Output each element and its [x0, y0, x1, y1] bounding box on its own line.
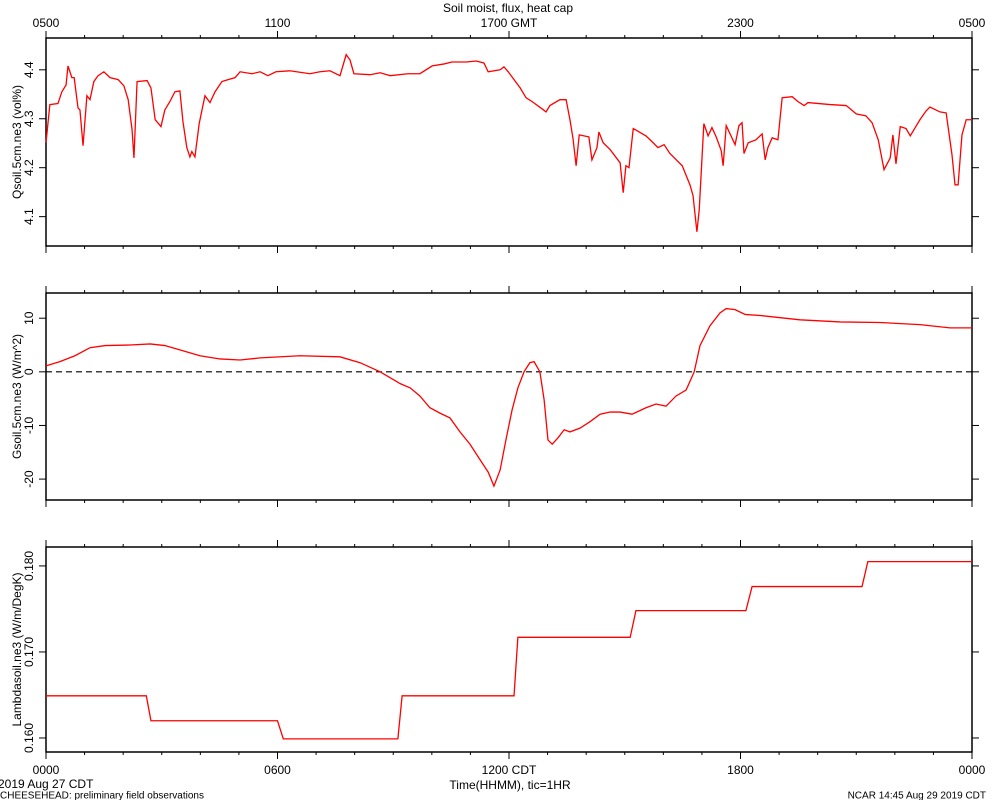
x2-tick-label: 1700 GMT	[481, 16, 538, 30]
y-tick-label: 0.160	[22, 723, 36, 753]
chart-title: Soil moist, flux, heat cap	[443, 1, 573, 15]
data-line	[46, 560, 972, 740]
y-tick-label: 4.4	[22, 61, 36, 78]
y-axis-label: Lambdasoil.ne3 (W/m/DegK)	[10, 572, 24, 726]
x-tick-label: 0000	[959, 763, 986, 777]
date-label: 2019 Aug 27 CDT	[0, 777, 94, 791]
y-tick-label: 0	[22, 368, 36, 375]
plot-frame	[45, 37, 973, 247]
data-line	[45, 53, 972, 232]
data-line	[45, 307, 972, 488]
x2-tick-label: 0500	[959, 16, 986, 30]
y-tick-label: 10	[22, 311, 36, 325]
x2-tick-label: 0500	[33, 16, 60, 30]
x-axis-label: Time(HHMM), tic=1HR	[449, 778, 571, 792]
plot-frame	[45, 292, 973, 501]
x2-tick-label: 2300	[727, 16, 754, 30]
y-tick-label: -10	[22, 416, 36, 434]
y-axis-label: Qsoil.5cm.ne3 (vol%)	[10, 85, 24, 199]
y-tick-label: 4.2	[22, 159, 36, 176]
x-tick-label: 0600	[264, 763, 291, 777]
x-tick-label: 1200 CDT	[482, 763, 537, 777]
y-tick-label: 0.180	[22, 551, 36, 581]
y-tick-label: 4.3	[22, 110, 36, 127]
footer-right: NCAR 14:45 Aug 29 2019 CDT	[848, 791, 986, 800]
y-tick-label: 4.1	[22, 208, 36, 225]
y-tick-label: 0.170	[22, 637, 36, 667]
x-tick-label: 1800	[727, 763, 754, 777]
y-axis-label: Gsoil.5cm.ne3 (W/m^2)	[10, 334, 24, 459]
x-tick-label: 0000	[33, 763, 60, 777]
y-tick-label: -20	[22, 470, 36, 488]
x2-tick-label: 1100	[265, 16, 291, 30]
footer-left: CHEESEHEAD: preliminary field observatio…	[0, 791, 204, 800]
